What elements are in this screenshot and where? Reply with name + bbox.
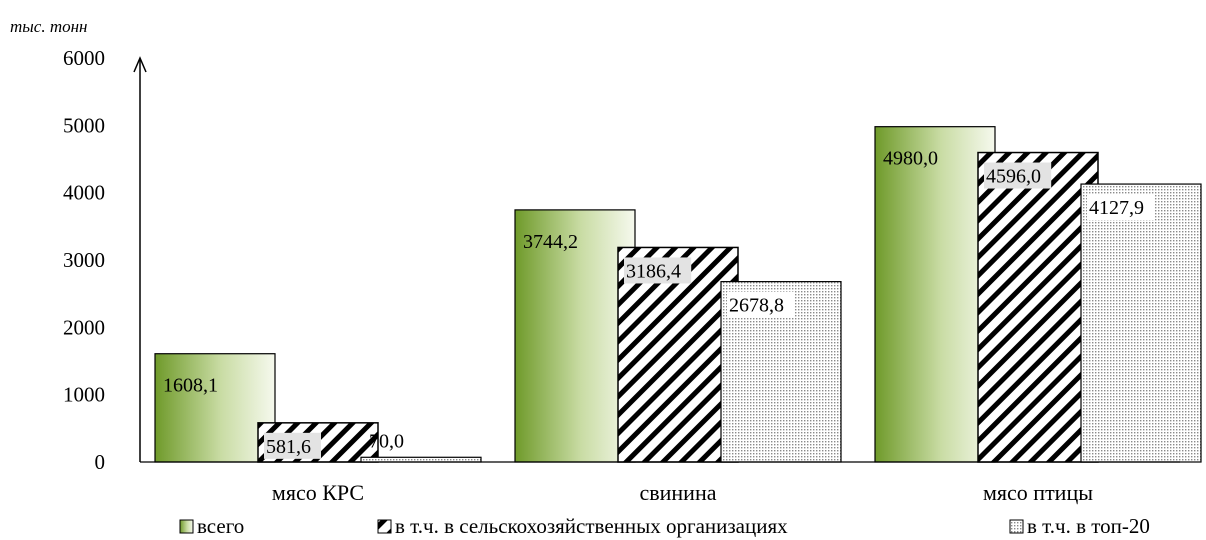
data-label: 4596,0	[986, 166, 1041, 188]
data-label: 4127,9	[1089, 197, 1144, 219]
data-label: 1608,1	[163, 375, 218, 397]
data-label: 3186,4	[626, 260, 681, 282]
y-tick-label: 5000	[63, 113, 105, 137]
y-tick-label: 3000	[63, 248, 105, 272]
category-label: мясо КРС	[272, 480, 364, 505]
legend-label-vsego: всего	[197, 514, 244, 538]
data-label-bg	[727, 291, 795, 318]
legend-swatch-top20	[1009, 519, 1024, 534]
bar-top20-0	[360, 456, 482, 463]
legend-label-top20: в т.ч. в топ-20	[1027, 514, 1150, 538]
bar-vsego-1	[514, 209, 636, 463]
category-label: свинина	[639, 480, 716, 505]
data-label-bg	[264, 432, 321, 459]
category-labels-group: мясо КРС свинина мясо птицы	[272, 480, 1093, 505]
y-tick-label: 0	[95, 450, 106, 474]
data-labels-group: 1608,1 581,6 70,0 3744,2 3186,4 2678,8 4980,0 4…	[163, 148, 1155, 459]
y-unit-label: тыс. тонн	[10, 17, 87, 36]
data-label: 4980,0	[883, 148, 938, 170]
bar-top20-2	[1080, 183, 1202, 463]
bar-agri-2	[977, 151, 1099, 463]
y-tick-label: 6000	[63, 46, 105, 70]
bars-group	[154, 126, 1202, 463]
bar-vsego-2	[874, 126, 996, 463]
legend-swatch-agri	[377, 519, 392, 534]
data-label: 70,0	[369, 430, 404, 452]
legend: всего в т.ч. в сельскохозяйственных орга…	[179, 514, 1150, 538]
data-label-bg	[1087, 194, 1155, 221]
data-label: 2678,8	[729, 295, 784, 317]
bar-vsego-0	[154, 353, 276, 463]
y-tick-label: 1000	[63, 383, 105, 407]
legend-swatch-vsego	[179, 519, 194, 534]
y-tick-label: 2000	[63, 315, 105, 339]
y-axis-tick-labels: 0 1000 2000 3000 4000 5000 6000	[63, 46, 105, 474]
y-axis-arrow	[133, 56, 147, 73]
y-tick-label: 4000	[63, 181, 105, 205]
data-label: 3744,2	[523, 231, 578, 253]
legend-label-agri: в т.ч. в сельскохозяйственных организаци…	[395, 514, 788, 538]
category-label: мясо птицы	[983, 480, 1093, 505]
data-label-bg	[624, 257, 692, 284]
data-label-bg	[984, 162, 1052, 189]
data-label: 581,6	[266, 436, 311, 458]
